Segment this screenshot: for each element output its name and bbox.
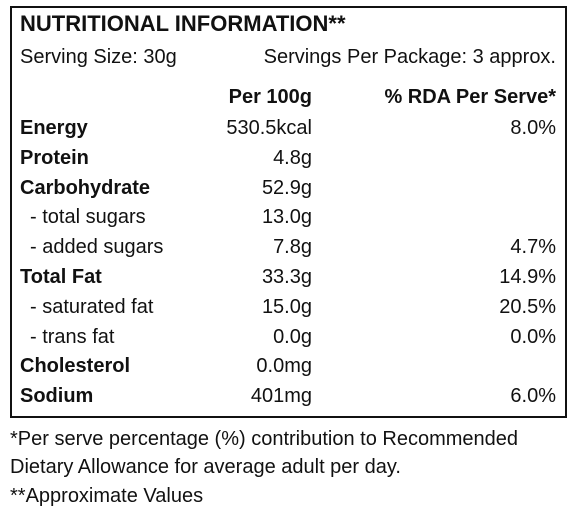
row-label: Total Fat xyxy=(20,266,102,288)
footnote: Dietary Allowance for average adult per … xyxy=(10,456,401,478)
row-label: Carbohydrate xyxy=(20,176,151,199)
row-label: - total sugars xyxy=(30,206,146,229)
rda-value: 4.7% xyxy=(510,236,556,259)
row-label: - added sugars xyxy=(30,236,164,259)
row-label: Energy xyxy=(20,117,88,139)
footnote: **Approximate Values xyxy=(10,485,204,507)
rda-value: 6.0% xyxy=(510,385,556,408)
serving-size: Serving Size: 30g xyxy=(20,46,177,68)
per-100g-value: 4.8g xyxy=(273,146,312,169)
row-label: - trans fat xyxy=(30,325,115,348)
footnote: *Per serve percentage (%) contribution t… xyxy=(10,428,519,450)
rda-value: 8.0% xyxy=(510,117,556,139)
per-100g-value: 52.9g xyxy=(261,176,312,199)
label-border xyxy=(10,6,567,418)
per-100g-value: 15.0g xyxy=(261,295,312,318)
rda-value: 20.5% xyxy=(499,295,556,318)
rda-value: 14.9% xyxy=(499,266,556,288)
per-100g-value: 13.0g xyxy=(261,206,312,229)
title: NUTRITIONAL INFORMATION** xyxy=(20,11,346,36)
column-header: % RDA Per Serve* xyxy=(384,86,556,108)
per-100g-value: 0.0mg xyxy=(256,355,312,378)
row-label: - saturated fat xyxy=(30,295,154,318)
servings-per-package: Servings Per Package: 3 approx. xyxy=(263,46,556,68)
per-100g-value: 530.5kcal xyxy=(226,117,312,139)
row-label: Sodium xyxy=(20,385,94,408)
per-100g-value: 33.3g xyxy=(261,266,312,288)
rda-value: 0.0% xyxy=(510,325,556,348)
column-header: Per 100g xyxy=(228,86,312,108)
row-label: Protein xyxy=(20,146,89,169)
per-100g-value: 0.0g xyxy=(273,325,312,348)
row-label: Cholesterol xyxy=(20,355,131,378)
per-100g-value: 7.8g xyxy=(273,236,312,259)
per-100g-value: 401mg xyxy=(250,385,312,408)
